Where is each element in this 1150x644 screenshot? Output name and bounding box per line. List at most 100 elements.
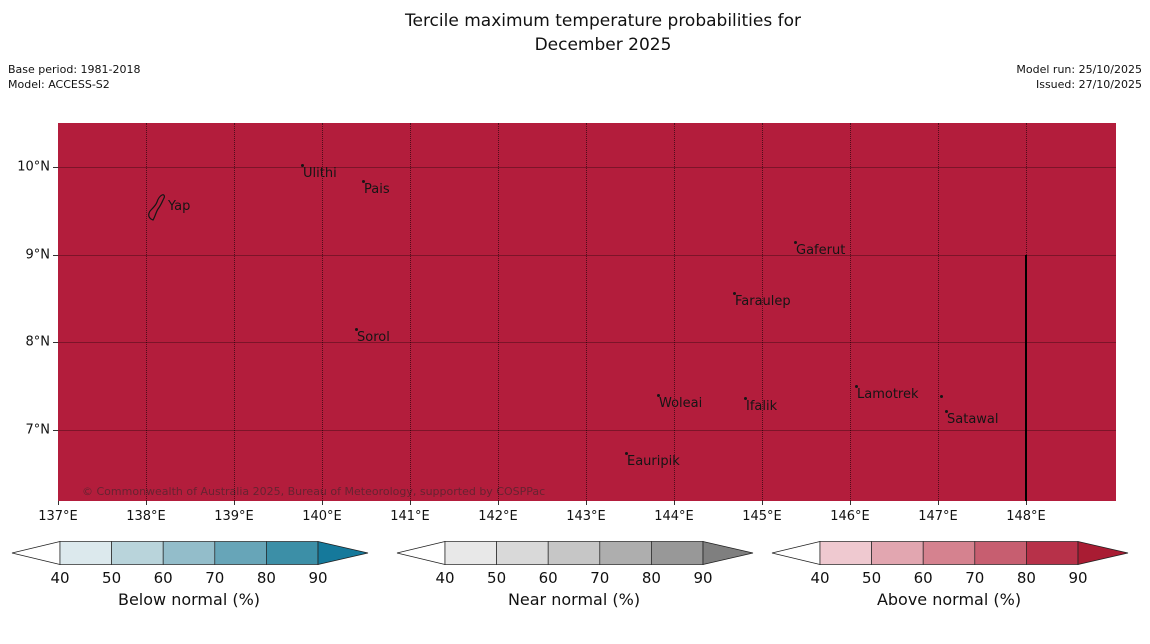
lon-axis-tick xyxy=(322,501,323,505)
colorbar-segment xyxy=(651,541,704,565)
lon-tick-label: 146°E xyxy=(830,509,870,524)
colorbar-tick-label: 70 xyxy=(205,569,225,587)
lat-tick-label: 7°N xyxy=(25,422,51,438)
base-period-text: Base period: 1981-2018 xyxy=(8,63,141,76)
colorbar-under-arrow xyxy=(396,540,446,566)
figure-title-line2: December 2025 xyxy=(534,35,672,55)
colorbar-tick-label: 60 xyxy=(538,569,558,587)
meridian-gridline xyxy=(674,123,675,501)
meridian-gridline xyxy=(146,123,147,501)
meridian-gridline xyxy=(410,123,411,501)
model-run-text: Model run: 25/10/2025 xyxy=(1016,63,1142,76)
colorbar-segment xyxy=(922,541,976,565)
colorbar-over-arrow xyxy=(317,540,369,566)
colorbar-under-arrow xyxy=(771,540,821,566)
island-label: Lamotrek xyxy=(857,387,919,402)
island-marker-dot xyxy=(362,180,365,183)
colorbar-segment xyxy=(547,541,601,565)
island-marker-dot xyxy=(301,164,304,167)
lon-axis-tick xyxy=(762,501,763,505)
parallel-gridline xyxy=(58,167,1116,168)
meridian-gridline xyxy=(322,123,323,501)
lon-tick-label: 147°E xyxy=(918,509,958,524)
map-area: © Commonwealth of Australia 2025, Bureau… xyxy=(58,123,1116,501)
lon-axis-tick xyxy=(498,501,499,505)
colorbar-tick-label: 90 xyxy=(1068,569,1088,587)
parallel-gridline xyxy=(58,254,1116,256)
colorbar-tick-label: 40 xyxy=(435,569,455,587)
island-marker-dot xyxy=(625,452,628,455)
lat-axis-tick xyxy=(53,342,58,344)
colorbar-title: Above normal (%) xyxy=(876,590,1022,609)
lat-axis-tick xyxy=(53,430,58,432)
lon-axis-tick xyxy=(410,501,411,505)
colorbar-tick-label: 50 xyxy=(487,569,507,587)
lon-axis-tick xyxy=(1026,501,1027,505)
lon-tick-label: 137°E xyxy=(38,509,78,524)
colorbar-near-normal: 40 50 60 70 80 90 Near normal (%) xyxy=(385,538,765,638)
colorbar-bar xyxy=(771,540,1129,566)
colorbar-title: Near normal (%) xyxy=(507,590,641,609)
colorbar-segment xyxy=(871,541,924,565)
colorbar-segment xyxy=(974,541,1027,565)
colorbar-segment xyxy=(444,541,497,565)
lon-tick-label: 148°E xyxy=(1006,509,1046,524)
colorbar-bar xyxy=(396,540,754,566)
meridian-gridline xyxy=(850,123,851,501)
lon-axis-tick xyxy=(586,501,587,505)
parallel-gridline xyxy=(58,430,1116,432)
colorbar-tick-label: 40 xyxy=(810,569,830,587)
lon-tick-label: 139°E xyxy=(214,509,254,524)
state-boundary-line xyxy=(1025,254,1027,501)
meta-right: Model run: 25/10/2025 Issued: 27/10/2025 xyxy=(1016,62,1142,92)
island-label: Satawal xyxy=(947,412,999,427)
island-marker-dot xyxy=(794,241,797,244)
island-label: Sorol xyxy=(357,330,390,345)
island-label: Faraulep xyxy=(735,294,791,309)
island-outline-icon xyxy=(148,194,165,221)
colorbar-segment xyxy=(59,541,112,565)
lat-axis-tick xyxy=(53,254,58,256)
colorbar-tick-label: 80 xyxy=(1016,569,1036,587)
colorbar-tick-label: 80 xyxy=(256,569,276,587)
island-label: Eauripik xyxy=(627,454,680,469)
meta-left: Base period: 1981-2018 Model: ACCESS-S2 xyxy=(8,62,140,92)
colorbar-title: Below normal (%) xyxy=(117,590,261,609)
island-label: Pais xyxy=(364,182,390,197)
meridian-gridline xyxy=(586,123,587,501)
colorbar-segment xyxy=(496,541,549,565)
colorbar-bar xyxy=(11,540,369,566)
island-outline-path xyxy=(148,194,165,221)
colorbar-segment xyxy=(214,541,267,565)
colorbar-segment xyxy=(599,541,652,565)
colorbar-over-arrow xyxy=(702,540,754,566)
island-label: Yap xyxy=(168,199,191,214)
colorbar-tick-label: 60 xyxy=(913,569,933,587)
lon-tick-label: 141°E xyxy=(390,509,430,524)
colorbar-tick-label: 50 xyxy=(862,569,882,587)
lon-tick-label: 140°E xyxy=(302,509,342,524)
model-text: Model: ACCESS-S2 xyxy=(8,78,110,91)
island-marker-dot xyxy=(744,397,747,400)
island-marker-dot xyxy=(657,394,660,397)
lon-tick-label: 144°E xyxy=(654,509,694,524)
colorbar-segment xyxy=(1026,541,1079,565)
colorbar-above-normal: 40 50 60 70 80 90 Above normal (%) xyxy=(760,538,1140,638)
figure-title: Tercile maximum temperature probabilitie… xyxy=(56,9,1150,57)
colorbar-tick-label: 90 xyxy=(308,569,328,587)
colorbar-segment xyxy=(266,541,319,565)
lon-axis-tick xyxy=(938,501,939,505)
island-marker-dot xyxy=(940,395,943,398)
meridian-gridline xyxy=(234,123,235,501)
colorbar-tick-label: 60 xyxy=(153,569,173,587)
meridian-gridline xyxy=(938,123,939,501)
lat-tick-label: 9°N xyxy=(25,247,51,263)
colorbar-segment xyxy=(819,541,872,565)
colorbar-tick-label: 90 xyxy=(693,569,713,587)
meridian-gridline xyxy=(498,123,499,501)
colorbar-tick-label: 70 xyxy=(590,569,610,587)
copyright-text: © Commonwealth of Australia 2025, Bureau… xyxy=(82,485,546,498)
colorbar-segment xyxy=(111,541,164,565)
colorbar-tick-label: 50 xyxy=(102,569,122,587)
